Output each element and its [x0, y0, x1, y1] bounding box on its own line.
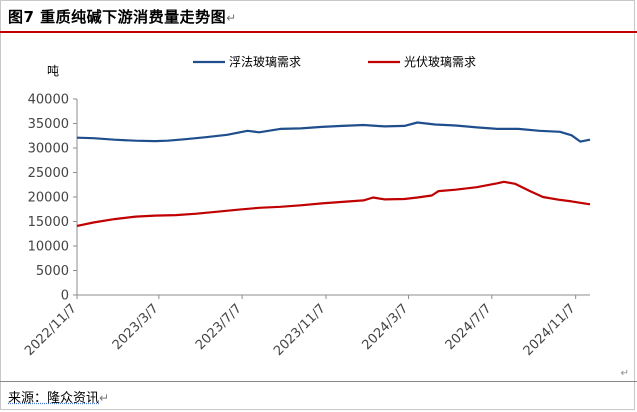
y-tick-label: 15000: [28, 215, 69, 230]
title-paragraph-mark: ↵: [226, 11, 237, 25]
y-tick-label: 30000: [28, 142, 69, 157]
x-tick-label: 2024/11/7: [521, 301, 579, 359]
source-note: 来源：隆众资讯↵: [8, 387, 109, 406]
y-tick-label: 5000: [36, 264, 69, 279]
y-tick-label: 25000: [28, 166, 69, 181]
y-tick-label: 20000: [28, 191, 69, 206]
legend-label: 浮法玻璃需求: [229, 55, 301, 69]
source-paragraph-mark: ↵: [99, 391, 110, 405]
x-tick-label: 2023/7/7: [193, 301, 245, 353]
series-line-2: [76, 180, 591, 227]
source-text: 来源：隆众资讯: [8, 391, 100, 406]
source-divider: [0, 381, 637, 382]
title-divider: [0, 31, 637, 33]
y-tick-label: 40000: [28, 93, 69, 108]
x-tick-label: 2024/3/7: [359, 301, 411, 353]
y-tick-label: 10000: [28, 240, 69, 255]
figure-title: 图7 重质纯碱下游消费量走势图↵: [8, 6, 237, 27]
figure-title-text: 图7 重质纯碱下游消费量走势图: [8, 8, 227, 26]
x-tick-label: 2023/11/7: [271, 301, 329, 359]
series-line-1: [76, 121, 591, 143]
x-tick-label: 2023/3/7: [110, 301, 162, 353]
y-axis-unit-label: 吨: [47, 64, 59, 78]
legend-label: 光伏玻璃需求: [404, 55, 476, 69]
corner-paragraph-mark: ↵: [620, 368, 629, 379]
x-tick-label: 2022/11/7: [22, 301, 80, 359]
y-tick-label: 0: [61, 289, 69, 304]
figure-header: 图7 重质纯碱下游消费量走势图↵: [0, 0, 637, 30]
y-tick-label: 35000: [28, 117, 69, 132]
x-tick-label: 2024/7/7: [443, 301, 495, 353]
